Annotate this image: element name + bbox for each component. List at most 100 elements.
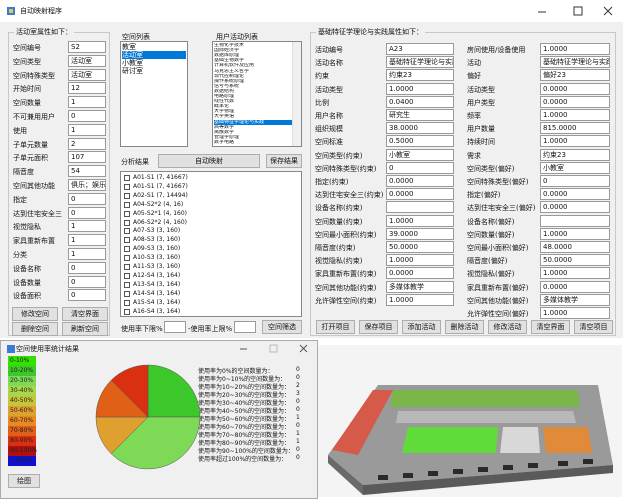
list-item[interactable]: 小教室 bbox=[122, 59, 143, 67]
list-item[interactable]: 操作系统原理 bbox=[214, 78, 245, 84]
checkbox[interactable] bbox=[124, 201, 130, 208]
checkbox[interactable] bbox=[124, 237, 130, 244]
text-input[interactable]: 基础特征学理论与实践 bbox=[540, 56, 610, 69]
checkbox[interactable] bbox=[124, 219, 130, 226]
text-input[interactable]: 0 bbox=[540, 175, 610, 187]
list-item[interactable]: 大学物理 bbox=[214, 109, 235, 115]
text-input[interactable]: 1 bbox=[68, 123, 106, 136]
checkbox[interactable] bbox=[124, 228, 130, 235]
list-item[interactable]: 现代控制理论 bbox=[214, 73, 245, 79]
text-input[interactable]: 0 bbox=[68, 192, 106, 205]
checkbox[interactable] bbox=[124, 175, 130, 181]
text-input[interactable]: 39.0000 bbox=[386, 227, 454, 240]
text-input[interactable]: 0.0000 bbox=[386, 188, 454, 201]
button[interactable]: 保存项目 bbox=[359, 320, 398, 334]
button[interactable]: 清空界面 bbox=[62, 307, 108, 321]
text-input[interactable]: 815.0000 bbox=[540, 122, 610, 135]
button[interactable]: 空间筛选 bbox=[262, 320, 302, 334]
list-item[interactable]: 信号与系统 bbox=[214, 83, 240, 89]
text-input[interactable]: 0.0000 bbox=[540, 95, 610, 108]
text-input[interactable]: 1.0000 bbox=[540, 109, 610, 121]
checkbox[interactable] bbox=[124, 183, 130, 190]
checkbox[interactable] bbox=[124, 264, 130, 270]
checkbox[interactable] bbox=[124, 299, 130, 306]
text-input[interactable]: 0.0000 bbox=[540, 188, 610, 201]
text-input[interactable] bbox=[386, 201, 454, 214]
text-input[interactable]: 50.0000 bbox=[386, 241, 454, 253]
list-item[interactable]: 数字电路 bbox=[214, 139, 235, 145]
checkbox[interactable] bbox=[124, 290, 130, 297]
text-input[interactable]: 0.0000 bbox=[540, 280, 610, 293]
list-item[interactable]: 计算机软件及应用 bbox=[214, 63, 255, 69]
list-item[interactable]: 教室 bbox=[122, 43, 136, 51]
text-input[interactable]: 1 bbox=[68, 248, 106, 260]
text-input[interactable]: 0 bbox=[68, 289, 106, 302]
text-input[interactable]: 1 bbox=[68, 234, 106, 247]
text-input[interactable]: 多媒体教学 bbox=[386, 280, 454, 293]
list-item[interactable]: 数据结构 bbox=[214, 88, 235, 94]
text-input[interactable]: 48.0000 bbox=[540, 241, 610, 253]
list-item[interactable]: 数据库原理 bbox=[214, 53, 240, 59]
text-input[interactable]: 多媒体教学 bbox=[540, 293, 610, 306]
text-input[interactable] bbox=[540, 214, 610, 227]
text-input[interactable]: 2 bbox=[68, 137, 106, 150]
text-input[interactable]: 0 bbox=[68, 206, 106, 219]
button[interactable]: 打开项目 bbox=[316, 320, 355, 334]
list-box[interactable]: 教室 活动室 小教室 研讨室 bbox=[120, 41, 188, 147]
button[interactable]: 绘图 bbox=[8, 474, 40, 488]
text-input[interactable]: 107 bbox=[68, 151, 106, 164]
checkbox[interactable] bbox=[124, 281, 130, 288]
list-item[interactable]: 线性代数 bbox=[214, 99, 235, 105]
button[interactable]: 删除空间 bbox=[12, 322, 58, 336]
button[interactable]: 清空界面 bbox=[531, 320, 570, 334]
checkbox[interactable] bbox=[124, 210, 130, 217]
list-item[interactable]: 概率论 bbox=[214, 104, 230, 110]
button[interactable]: 自动映射 bbox=[158, 154, 260, 168]
list-item[interactable]: 研讨室 bbox=[122, 67, 143, 75]
text-input[interactable]: 1.0000 bbox=[540, 43, 610, 55]
list-item[interactable]: 电路原理 bbox=[214, 94, 235, 99]
text-input[interactable]: 1.0000 bbox=[386, 82, 454, 95]
text-input[interactable]: S2 bbox=[68, 41, 106, 53]
text-input[interactable]: 54 bbox=[68, 165, 106, 178]
text-input[interactable]: 活动室 bbox=[68, 54, 106, 67]
text-input[interactable]: 0 bbox=[68, 275, 106, 288]
list-item[interactable]: 活动室 bbox=[122, 51, 186, 59]
text-input[interactable]: 0 bbox=[68, 110, 106, 122]
text-input[interactable]: 1.0000 bbox=[540, 267, 610, 280]
button[interactable]: 删除活动 bbox=[445, 320, 484, 334]
text-input[interactable]: 基础特征学理论与实践 bbox=[386, 56, 454, 69]
list-item[interactable]: 高等数学 bbox=[214, 124, 235, 130]
button[interactable]: 保存结果 bbox=[266, 154, 302, 168]
text-input[interactable]: 约束23 bbox=[540, 148, 610, 161]
checkbox[interactable] bbox=[124, 308, 130, 315]
text-input[interactable]: A23 bbox=[386, 43, 454, 55]
text-input[interactable]: 0.0000 bbox=[386, 267, 454, 280]
text-input[interactable]: 小教室 bbox=[386, 148, 454, 161]
window-controls[interactable] bbox=[532, 4, 620, 18]
checkbox[interactable] bbox=[124, 272, 130, 279]
text-input[interactable]: 0.0400 bbox=[386, 95, 454, 108]
checkbox[interactable] bbox=[124, 255, 130, 262]
list-box[interactable]: 生物化学技术 国际经济学 数据库原理 基础生物数学 计算机软件及应用 马克思主义哲学 现代控… bbox=[212, 41, 302, 147]
button[interactable]: 修改活动 bbox=[488, 320, 527, 334]
text-input[interactable]: 0.0000 bbox=[540, 201, 610, 214]
text-input[interactable]: 研究生 bbox=[386, 109, 454, 121]
text-input[interactable]: 1 bbox=[68, 220, 106, 233]
list-item[interactable]: 生物化学技术 bbox=[214, 43, 245, 48]
text-input[interactable]: 1.0000 bbox=[386, 254, 454, 267]
checkbox[interactable] bbox=[124, 246, 130, 253]
text-input[interactable] bbox=[164, 321, 186, 333]
text-input[interactable]: 0.0000 bbox=[386, 175, 454, 187]
list-item[interactable]: 国际经济学 bbox=[214, 48, 240, 54]
text-input[interactable]: 12 bbox=[68, 82, 106, 95]
text-input[interactable]: 50.0000 bbox=[540, 254, 610, 267]
text-input[interactable]: 1.0000 bbox=[386, 293, 454, 306]
text-input[interactable]: 1.0000 bbox=[540, 227, 610, 240]
text-input[interactable]: 0 bbox=[386, 161, 454, 174]
text-input[interactable]: 1.0000 bbox=[540, 135, 610, 148]
text-input[interactable]: 偏好23 bbox=[540, 69, 610, 82]
text-input[interactable]: 0.5000 bbox=[386, 135, 454, 148]
list-item[interactable]: 大学英语 bbox=[214, 114, 235, 120]
button[interactable]: 修改空间 bbox=[12, 307, 58, 321]
